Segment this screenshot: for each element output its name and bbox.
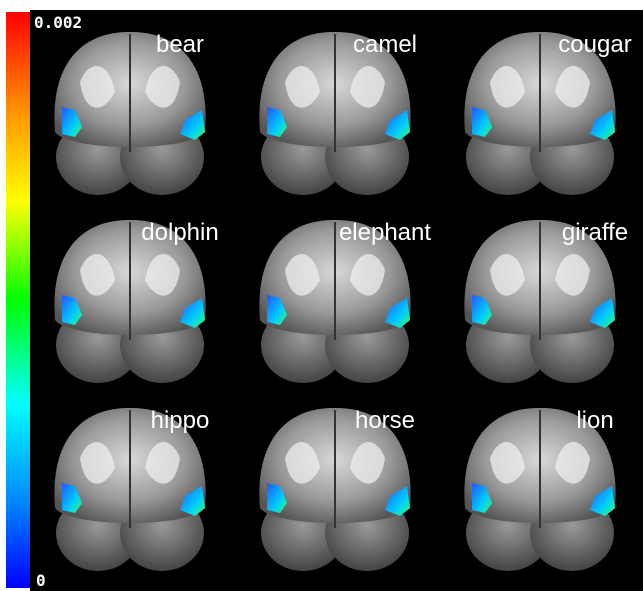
colorbar-max: 0.002 [34, 13, 82, 32]
brain-panel [259, 32, 411, 195]
white-matter [285, 253, 320, 296]
activation [267, 295, 287, 325]
white-matter [490, 441, 525, 484]
panel-label: horse [355, 407, 415, 434]
white-matter [350, 441, 385, 484]
activation [472, 107, 492, 137]
activation [267, 107, 287, 137]
white-matter [80, 65, 115, 108]
white-matter [80, 253, 115, 296]
panel-label: giraffe [562, 219, 628, 246]
activation [385, 298, 410, 328]
activation [180, 486, 205, 516]
white-matter [490, 65, 525, 108]
activation [590, 298, 615, 328]
white-matter [350, 253, 385, 296]
white-matter [145, 253, 180, 296]
activation [472, 295, 492, 325]
activation [385, 486, 410, 516]
activation [472, 483, 492, 513]
white-matter [350, 65, 385, 108]
activation [180, 110, 205, 140]
activation [62, 107, 82, 137]
white-matter [555, 441, 590, 484]
panel-label: hippo [151, 407, 210, 434]
activation [267, 483, 287, 513]
white-matter [490, 253, 525, 296]
colorbar [6, 12, 30, 588]
activation [385, 110, 410, 140]
brain-panel [54, 220, 206, 383]
white-matter [285, 65, 320, 108]
brain-panel [259, 220, 411, 383]
colorbar-min: 0 [36, 571, 46, 590]
panel-label: bear [156, 31, 204, 58]
activation [62, 295, 82, 325]
white-matter [285, 441, 320, 484]
brain-panel [54, 408, 206, 571]
brain-panel [259, 408, 411, 571]
panel-label: lion [576, 407, 613, 434]
panel-label: elephant [339, 219, 431, 246]
white-matter [555, 65, 590, 108]
brain-panel [464, 408, 616, 571]
brain-panel [464, 220, 616, 383]
white-matter [145, 441, 180, 484]
panel-label: cougar [558, 31, 631, 58]
panel-label: camel [353, 31, 417, 58]
brain-panel [464, 32, 616, 195]
activation [590, 110, 615, 140]
panels: bear camel cougar dolphin elephant giraffe hip… [54, 31, 632, 571]
activation [62, 483, 82, 513]
white-matter [145, 65, 180, 108]
activation [590, 486, 615, 516]
white-matter [555, 253, 590, 296]
panel-label: dolphin [141, 219, 218, 246]
activation [180, 298, 205, 328]
white-matter [80, 441, 115, 484]
brain-panel [54, 32, 206, 195]
